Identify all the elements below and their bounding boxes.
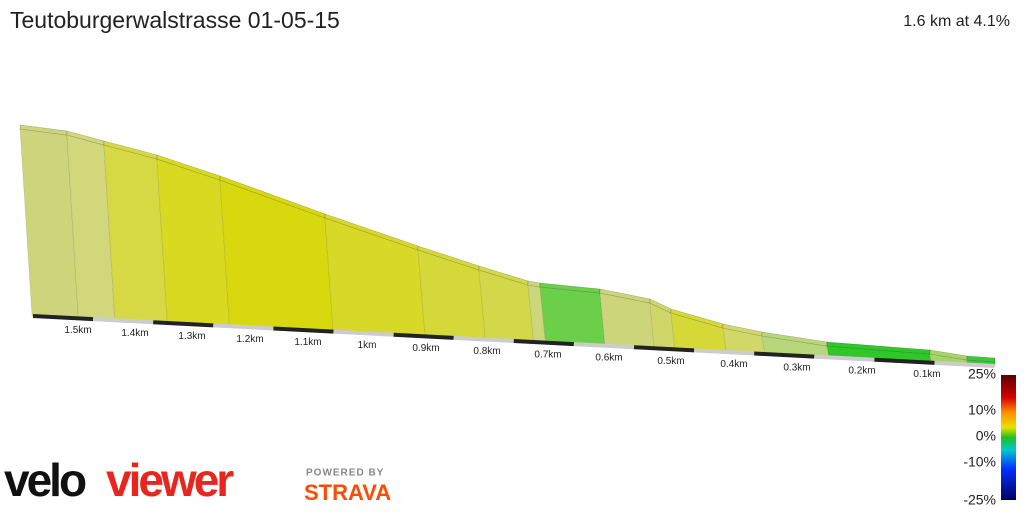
profile-segment: [324, 217, 426, 337]
ground-line: [92, 317, 154, 325]
ground-line: [693, 348, 755, 356]
distance-label: 1km: [358, 340, 377, 351]
elevation-profile: [19, 124, 996, 368]
brand: velo viewer POWERED BY STRAVA: [4, 454, 391, 506]
ground-line: [874, 357, 935, 365]
gradient-scale: 25% 10% 0% -10% -25%: [963, 366, 996, 508]
profile-segment: [219, 179, 334, 333]
distance-label: 0.2km: [848, 366, 875, 377]
ground-line: [573, 342, 635, 350]
scale-label: 0%: [976, 428, 996, 444]
distance-label: 0.9km: [412, 343, 439, 354]
distance-label: 0.1km: [913, 369, 940, 380]
gradient-color-bar: [1001, 375, 1016, 500]
profile-segment: [156, 158, 231, 327]
ground-line: [153, 320, 214, 328]
title: Teutoburgerwalstrasse 01-05-15: [10, 7, 340, 33]
distance-label: 0.5km: [657, 356, 684, 367]
distance-label: 0.8km: [473, 346, 500, 357]
brand-velo: velo: [4, 454, 86, 506]
scale-label: 10%: [968, 402, 996, 418]
ground-line: [453, 335, 514, 343]
ground-line: [213, 323, 274, 331]
distance-labels: 1.5km 1.4km 1.3km 1.2km 1.1km 1km 0.9km 0.8km 0.…: [64, 325, 940, 380]
distance-label: 1.4km: [121, 328, 148, 339]
distance-label: 0.7km: [534, 349, 561, 360]
summary: 1.6 km at 4.1%: [903, 13, 1010, 30]
profile-ridge: [966, 355, 996, 363]
distance-label: 1.3km: [178, 331, 205, 342]
ground-line: [333, 329, 394, 337]
ground-line: [273, 326, 334, 334]
ground-line: [814, 354, 875, 362]
scale-label: 25%: [968, 366, 996, 382]
ground-line: [393, 332, 454, 340]
profile-segment: [539, 286, 606, 347]
ground-line: [513, 338, 575, 347]
ground-line: [934, 360, 995, 368]
ground-line: [754, 351, 815, 359]
ground-line: [633, 345, 695, 353]
powered-by: POWERED BY: [306, 468, 384, 479]
strava: STRAVA: [304, 480, 391, 505]
distance-label: 1.5km: [64, 325, 91, 336]
ground-line: [32, 314, 94, 322]
brand-viewer: viewer: [106, 454, 234, 506]
scale-label: -10%: [963, 454, 996, 470]
distance-label: 1.1km: [294, 337, 321, 348]
distance-label: 0.3km: [783, 362, 810, 373]
scale-label: -25%: [963, 492, 996, 508]
distance-label: 0.4km: [720, 359, 747, 370]
profile-segment: [417, 249, 486, 341]
distance-label: 1.2km: [236, 334, 263, 345]
distance-label: 0.6km: [595, 353, 622, 364]
